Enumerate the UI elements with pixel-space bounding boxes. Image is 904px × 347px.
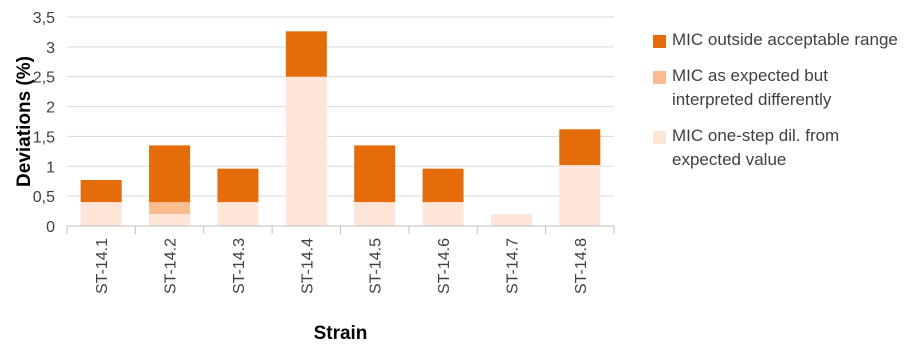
y-tick-label: 1,5 [33, 129, 55, 146]
legend-label: MIC one-step dil. from expected value [672, 126, 840, 169]
legend-swatch [653, 131, 666, 144]
bar-segment-ST-14.8-s2 [559, 129, 601, 166]
bar-segment-ST-14.2-s2 [149, 145, 191, 203]
legend-item: MIC one-step dil. from expected value [650, 124, 904, 172]
y-tick-label: 0 [46, 219, 55, 236]
y-tick-label: 3 [46, 40, 55, 57]
legend-item: MIC outside acceptable range [650, 28, 904, 52]
x-tick-label: ST-14.8 [573, 238, 590, 294]
x-tick-label: ST-14.7 [504, 238, 521, 294]
x-tick-label: ST-14.3 [231, 238, 248, 294]
legend-label: MIC outside acceptable range [672, 30, 898, 49]
bar-segment-ST-14.2-s0 [149, 214, 191, 226]
y-tick-label: 2 [46, 100, 55, 117]
y-tick-label: 1 [46, 159, 55, 176]
bar-segment-ST-14.4-s2 [285, 31, 327, 77]
bar-segment-ST-14.5-s0 [354, 202, 396, 226]
bar-segment-ST-14.6-s0 [422, 202, 464, 226]
legend-swatch [653, 35, 666, 48]
legend-item: MIC as expected but interpreted differen… [650, 64, 904, 112]
bar-segment-ST-14.3-s2 [217, 168, 259, 203]
y-tick-label: 3,5 [33, 10, 55, 27]
x-axis-title: Strain [314, 323, 368, 344]
bar-segment-ST-14.3-s0 [217, 202, 259, 226]
bar-segment-ST-14.4-s0 [285, 76, 327, 226]
legend-swatch [653, 71, 666, 84]
chart: 00,511,522,533,5 ST-14.1 ST-14.2 ST-14.3 ST… [14, 10, 615, 344]
bar-segment-ST-14.8-s0 [559, 165, 601, 226]
legend: MIC outside acceptable range MIC as expec… [650, 28, 904, 184]
y-tick-label: 0,5 [33, 189, 55, 206]
x-tick-label: ST-14.5 [368, 238, 385, 294]
bar-segment-ST-14.5-s2 [354, 145, 396, 203]
bars [80, 31, 601, 226]
bar-segment-ST-14.6-s2 [422, 168, 464, 203]
bar-segment-ST-14.1-s0 [80, 202, 122, 226]
x-tick-label: ST-14.1 [94, 238, 111, 294]
bar-segment-ST-14.1-s2 [80, 180, 122, 203]
bar-segment-ST-14.2-s1 [149, 202, 191, 215]
x-tick-labels: ST-14.1 ST-14.2 ST-14.3 ST-14.4 ST-14.5 ST-14… [66, 226, 615, 294]
x-tick-label: ST-14.4 [299, 238, 316, 294]
y-tick-labels: 0 0,5 1 1,5 2 2,5 3 3,5 [33, 10, 55, 236]
x-tick-label: ST-14.6 [436, 238, 453, 294]
y-axis-title: Deviations (%) [14, 56, 35, 187]
x-tick-label: ST-14.2 [163, 238, 180, 294]
y-tick-label: 2,5 [33, 70, 55, 87]
bar-segment-ST-14.7-s0 [490, 214, 532, 226]
legend-label: MIC as expected but interpreted differen… [672, 66, 832, 109]
